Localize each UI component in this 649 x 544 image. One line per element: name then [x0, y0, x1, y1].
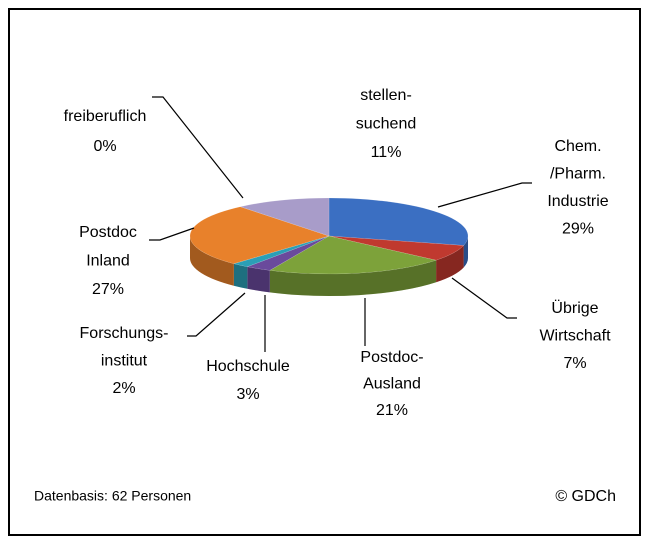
slice-label: Chem. [554, 138, 601, 155]
slice [269, 235, 438, 275]
slice-label: Ausland [363, 376, 421, 393]
slice-label: institut [101, 353, 148, 370]
pie-sides [190, 236, 468, 297]
slice-label: Inland [86, 253, 130, 270]
slice-side-shade [269, 260, 437, 297]
slice-side [436, 245, 464, 283]
slice-side-shade [233, 263, 248, 289]
slice [328, 197, 469, 246]
slice [328, 235, 465, 261]
slice-side [247, 266, 270, 293]
leader-line [187, 292, 246, 337]
slice-label: stellen- [360, 87, 412, 104]
slice [239, 197, 330, 237]
slice-side [269, 260, 437, 297]
slice-side [190, 236, 234, 286]
slice-side [463, 236, 468, 268]
leader-line [149, 227, 195, 241]
value-label: 21% [376, 402, 408, 419]
slice-label: Postdoc [79, 224, 137, 241]
leader-line [437, 182, 532, 208]
slice-label: suchend [356, 116, 417, 133]
slice-label: Wirtschaft [539, 328, 611, 345]
value-label: 11% [371, 144, 402, 161]
source-note: Datenbasis: 62 Personen [34, 488, 191, 504]
pie-tops [189, 197, 469, 275]
value-label: 7% [563, 355, 586, 372]
slice-label: /Pharm. [550, 166, 606, 183]
slice [246, 235, 330, 271]
slice-side-shade [463, 236, 468, 268]
slice-label: Übrige [551, 299, 598, 317]
slice-side-shade [190, 236, 234, 286]
copyright: © GDCh [555, 488, 616, 505]
slice [189, 206, 330, 264]
slice-label: freiberuflich [64, 108, 147, 125]
slice-label: Hochschule [206, 358, 290, 375]
slice-label: Postdoc- [360, 349, 423, 366]
slice [232, 235, 330, 268]
value-label: 0% [93, 138, 116, 155]
slice-label: Industrie [547, 193, 608, 210]
slice-side [233, 263, 248, 289]
leader-line [451, 277, 517, 319]
value-label: 2% [112, 380, 135, 397]
leader-line [152, 96, 244, 199]
slice-label: Forschungs- [80, 325, 169, 342]
value-label: 3% [236, 386, 259, 403]
value-label: 29% [562, 221, 594, 238]
slice-side-shade [436, 245, 464, 283]
value-label: 27% [92, 281, 124, 298]
slice-side-shade [247, 266, 270, 293]
